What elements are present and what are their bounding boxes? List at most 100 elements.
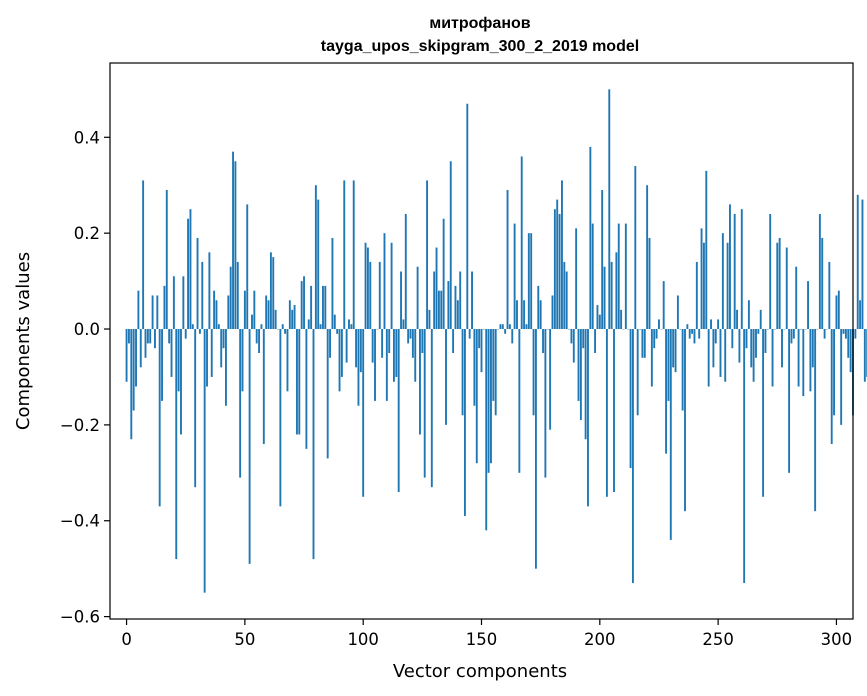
bar — [833, 329, 836, 416]
bar — [139, 329, 142, 368]
bar — [596, 305, 599, 330]
bar — [239, 329, 242, 478]
bar — [757, 329, 760, 334]
bar — [840, 329, 843, 425]
bar — [814, 329, 817, 512]
x-tick-label: 300 — [821, 630, 853, 649]
bar — [823, 329, 826, 339]
bar — [802, 329, 805, 397]
bar — [617, 223, 620, 330]
bar — [712, 329, 715, 368]
bar — [565, 271, 568, 330]
bar — [468, 329, 471, 339]
bar — [643, 329, 646, 358]
bar — [295, 329, 298, 435]
bar — [837, 290, 840, 330]
bar — [262, 329, 265, 445]
bar — [721, 233, 724, 330]
bar — [752, 329, 755, 382]
bar — [180, 329, 182, 435]
bar — [575, 228, 578, 330]
bar — [428, 309, 431, 330]
bar — [184, 329, 187, 339]
bar — [414, 329, 417, 382]
bar — [336, 329, 339, 334]
bar — [433, 271, 436, 330]
bar — [684, 329, 686, 512]
bar — [705, 170, 708, 330]
bar — [610, 261, 613, 330]
bar — [440, 290, 443, 330]
bar — [821, 237, 824, 330]
bar — [781, 329, 783, 368]
bar — [769, 213, 772, 330]
bar — [740, 209, 743, 330]
bar — [357, 329, 360, 406]
bar — [449, 161, 452, 330]
bar — [747, 300, 750, 330]
bar — [504, 329, 507, 334]
bar — [724, 329, 727, 382]
bar — [605, 329, 608, 497]
bar — [702, 242, 705, 330]
y-tick-label: 0.0 — [74, 320, 100, 339]
bar — [518, 329, 521, 473]
bar — [416, 266, 419, 330]
bar — [809, 329, 812, 392]
bar — [359, 329, 362, 373]
bar — [149, 329, 152, 344]
bar — [236, 261, 239, 330]
bar — [225, 329, 227, 406]
bar — [338, 329, 341, 392]
bar — [686, 324, 689, 330]
bar — [137, 290, 140, 330]
bar — [847, 329, 850, 358]
bar — [189, 209, 192, 330]
bar — [523, 300, 526, 330]
bar — [326, 329, 329, 459]
bar — [501, 324, 504, 330]
bar — [258, 329, 261, 353]
bar — [411, 329, 414, 358]
bar — [161, 329, 163, 401]
bar — [253, 290, 256, 330]
x-tick-label: 50 — [234, 630, 255, 649]
bar — [688, 329, 691, 339]
bar — [591, 223, 594, 330]
bar — [132, 329, 135, 411]
bar — [631, 329, 634, 584]
bar — [125, 329, 128, 382]
bar — [478, 329, 481, 349]
bar — [404, 213, 407, 330]
bar — [421, 329, 424, 353]
bar — [691, 329, 694, 334]
bar — [861, 199, 864, 330]
bar — [549, 329, 552, 430]
bar — [390, 242, 393, 330]
bar — [158, 329, 161, 507]
bar — [333, 314, 336, 330]
bar — [310, 285, 313, 330]
bar — [676, 295, 679, 330]
bar — [385, 329, 388, 401]
bar — [352, 180, 355, 330]
bar — [589, 146, 592, 330]
bar — [381, 329, 384, 358]
bar — [667, 329, 670, 401]
bar — [490, 329, 492, 464]
bar — [291, 309, 294, 330]
bar — [750, 329, 753, 368]
bar — [551, 295, 554, 330]
bar — [544, 329, 547, 478]
bar — [650, 329, 653, 387]
bar — [601, 190, 604, 330]
bar — [608, 89, 611, 330]
bar — [229, 266, 232, 330]
bar — [828, 261, 831, 330]
bar — [447, 281, 450, 330]
bar — [485, 329, 488, 531]
plot-area-frame — [109, 62, 854, 620]
bar — [196, 237, 199, 330]
bar — [241, 329, 244, 392]
bar — [508, 324, 511, 330]
